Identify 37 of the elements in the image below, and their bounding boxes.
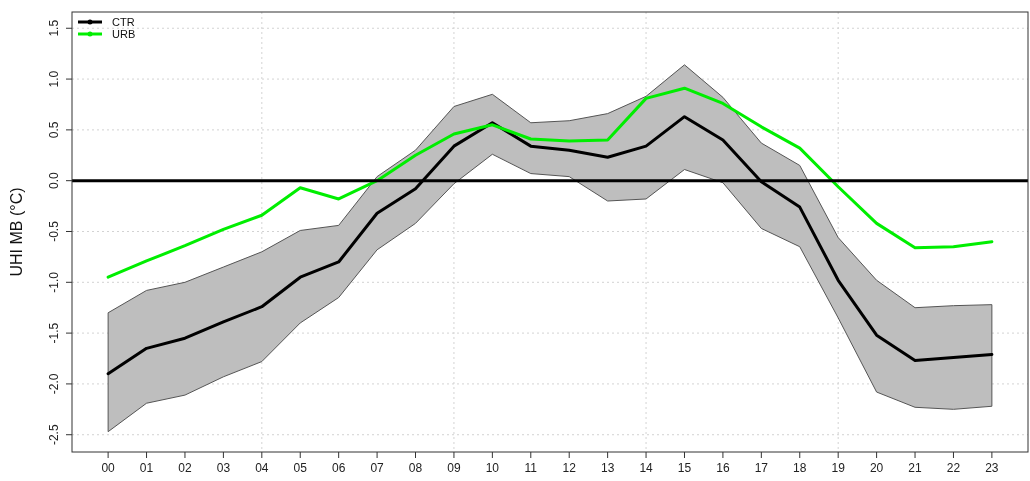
x-tick-label: 08 — [408, 461, 423, 475]
y-tick-label: 1.5 — [47, 19, 61, 37]
x-tick-label: 03 — [216, 461, 231, 475]
x-tick-label: 04 — [255, 461, 269, 475]
x-tick-label: 16 — [716, 461, 730, 475]
x-tick-label: 02 — [178, 461, 192, 475]
x-tick-label: 11 — [524, 461, 538, 475]
legend-label: CTR — [112, 16, 135, 28]
x-tick-label: 14 — [639, 461, 654, 475]
x-tick-label: 12 — [562, 461, 577, 475]
x-tick-label: 09 — [447, 461, 461, 475]
x-tick-label: 00 — [101, 461, 116, 475]
x-tick-label: 18 — [793, 461, 807, 475]
x-tick-label: 19 — [831, 461, 846, 475]
x-tick-label: 22 — [946, 461, 961, 475]
y-tick-label: -2.5 — [47, 424, 61, 446]
x-tick-label: 21 — [908, 461, 923, 475]
x-tick-label: 05 — [293, 461, 308, 475]
y-axis-title: UHI MB (°C) — [8, 187, 25, 277]
y-tick-label: -1.5 — [47, 322, 61, 344]
x-tick-label: 01 — [139, 461, 154, 475]
x-tick-label: 13 — [600, 461, 615, 475]
y-tick-label: -1.0 — [47, 271, 61, 293]
x-tick-label: 23 — [985, 461, 999, 475]
y-tick-label: -0.5 — [47, 220, 61, 242]
x-tick-label: 15 — [677, 461, 692, 475]
x-tick-label: 07 — [370, 461, 385, 475]
legend-label: URB — [112, 28, 136, 40]
x-tick-label: 17 — [754, 461, 769, 475]
y-tick-label: -2.0 — [47, 373, 61, 395]
y-tick-label: 0.5 — [47, 121, 61, 139]
line-series — [106, 86, 994, 279]
x-tick-label: 06 — [331, 461, 346, 475]
x-tick-label: 20 — [869, 461, 884, 475]
x-tick-label: 10 — [485, 461, 500, 475]
y-tick-label: 0.0 — [47, 172, 61, 190]
y-tick-label: 1.0 — [47, 70, 61, 88]
